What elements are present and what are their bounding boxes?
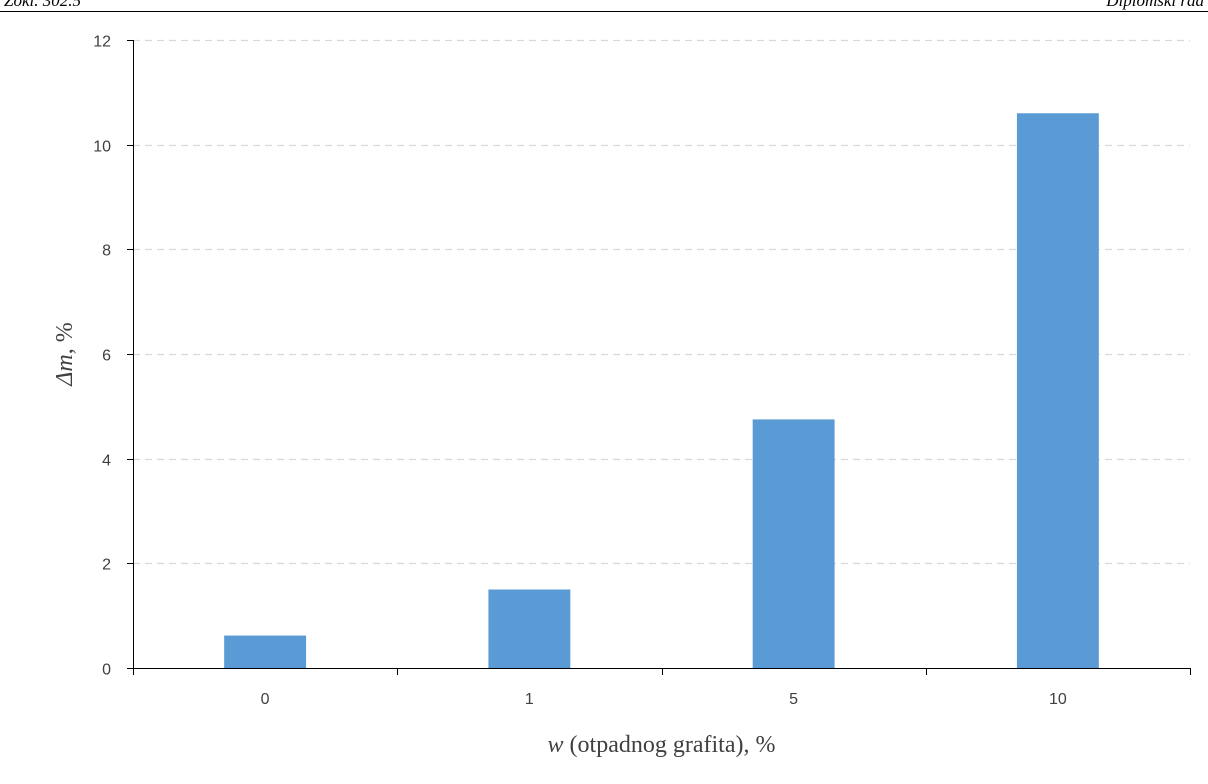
- page-header-left: Zoki. 302.5: [4, 0, 81, 10]
- bars: [224, 113, 1099, 669]
- bar: [224, 635, 307, 668]
- x-tick-label: 10: [1049, 691, 1067, 708]
- y-tick-label: 0: [102, 662, 111, 679]
- y-tick-label: 12: [93, 34, 111, 51]
- x-tick-label: 5: [789, 691, 798, 708]
- x-tick-label: 1: [525, 691, 534, 708]
- y-tick-label: 8: [102, 243, 111, 260]
- bar: [1016, 113, 1099, 669]
- y-axis-title-text: , %: [52, 322, 78, 354]
- y-axis-title: Δm, %: [52, 322, 78, 386]
- x-tick-label: 0: [261, 691, 270, 708]
- y-tick-label: 6: [102, 348, 111, 365]
- x-axis-title: w (otpadnog grafita), %: [548, 732, 776, 758]
- page-header-right: Diplomski rad: [1106, 0, 1204, 10]
- y-axis-title-variable: Δm: [52, 354, 78, 386]
- y-tick-label: 2: [102, 557, 111, 574]
- x-axis-title-text: (otpadnog grafita), %: [564, 732, 776, 758]
- bar: [488, 589, 571, 668]
- grid-lines: [133, 39, 1190, 565]
- y-tick-label: 10: [93, 139, 111, 156]
- header-rule: [0, 11, 1208, 12]
- x-axis-title-variable: w: [548, 732, 564, 758]
- axes: [127, 40, 1191, 675]
- bar: [752, 419, 835, 668]
- y-tick-label: 4: [102, 453, 111, 470]
- tick-labels: 0 2 4 6 8 10 12 0 1 5 10: [93, 34, 1067, 709]
